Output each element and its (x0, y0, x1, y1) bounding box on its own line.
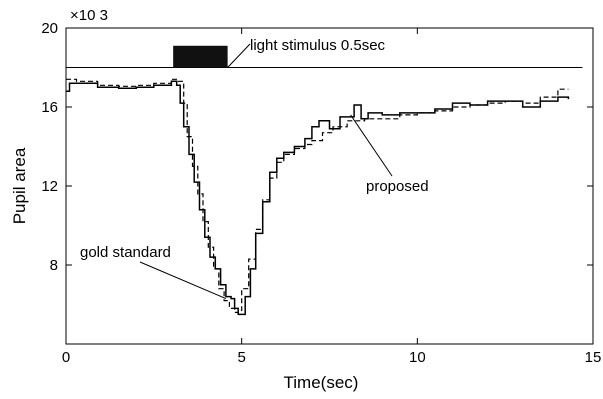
proposed-label: proposed (366, 178, 429, 195)
proposed-leader-line (350, 114, 393, 177)
y-tick-label: 20 (41, 20, 58, 37)
y-tick-label: 12 (41, 178, 58, 195)
x-tick-label: 5 (237, 349, 245, 366)
y-axis-title: Pupil area (10, 147, 29, 224)
gold-standard-label: gold standard (80, 244, 171, 261)
x-axis-title: Time(sec) (284, 373, 359, 392)
stimulus-leader-line (227, 43, 251, 68)
stimulus-pulse (173, 45, 228, 68)
plot-frame (65, 27, 594, 345)
series-layer (66, 78, 570, 316)
x-tick-label: 15 (585, 349, 602, 366)
stimulus-label: light stimulus 0.5sec (250, 37, 386, 54)
x-tick-label: 10 (409, 349, 426, 366)
annotation-layer (139, 114, 393, 300)
series-line-dashed (66, 78, 569, 313)
y-tick-label: 8 (50, 257, 58, 274)
y-multiplier-label: ×10 3 (70, 7, 108, 24)
y-tick-label: 16 (41, 99, 58, 116)
gold-standard-leader-line (139, 261, 227, 300)
stimulus-marker (66, 43, 583, 68)
x-tick-label: 0 (62, 349, 70, 366)
series-line-solid (66, 80, 570, 316)
axis-ticks: 0 5 10 15 8 12 16 20 (41, 20, 601, 366)
